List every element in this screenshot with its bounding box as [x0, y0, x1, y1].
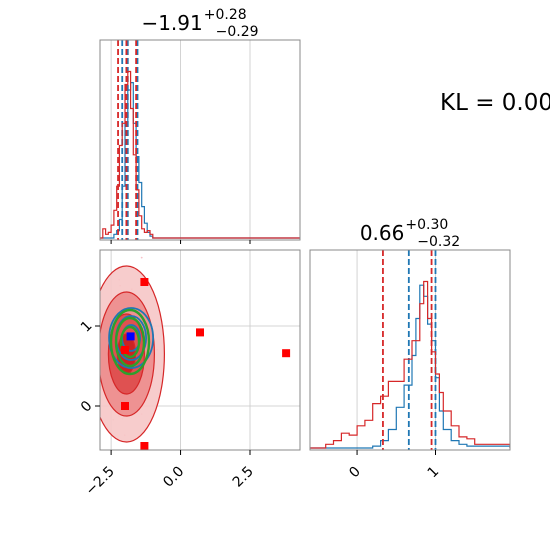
x-tick-label: 1 — [425, 464, 443, 482]
kl-annotation: KL = 0.00 — [440, 90, 550, 116]
bl-contours — [90, 256, 165, 491]
tl-title: −1.91+0.28 −0.29 — [141, 7, 258, 40]
bl-frame — [99, 249, 301, 451]
joint-panel: −2.5 0.0 2.5 0 1 — [78, 249, 301, 499]
y-tick-label: 0 — [78, 398, 96, 416]
x-tick-label: −2.5 — [83, 464, 118, 499]
square-marker — [140, 442, 149, 450]
br-frame — [309, 249, 511, 451]
br-series — [310, 250, 510, 450]
y-tick-label: 1 — [78, 318, 96, 336]
square-marker — [121, 402, 129, 410]
green-contour-2 — [119, 325, 141, 359]
tl-series — [100, 40, 300, 240]
br-title: 0.66+0.30 −0.32 — [360, 217, 460, 250]
x-tick-label: 0.0 — [160, 464, 187, 491]
green-contour-0 — [109, 308, 151, 376]
sample-point — [140, 256, 143, 259]
x-tick-label: 0 — [346, 464, 364, 482]
square-marker — [126, 332, 135, 341]
square-marker — [282, 349, 291, 358]
sample-point — [124, 489, 126, 491]
hist-step-1 — [310, 280, 510, 449]
bl-markers — [121, 278, 291, 450]
square-marker — [121, 346, 129, 354]
green-contour-1 — [114, 316, 146, 368]
marginal-panel-param1: −1.91+0.28 −0.29 — [99, 7, 301, 244]
tl-frame — [99, 39, 301, 241]
tl-gridlines — [110, 40, 251, 240]
hist-step-0 — [310, 284, 510, 449]
square-marker — [140, 278, 149, 286]
hist-step-1 — [100, 70, 300, 239]
blue-contour-0 — [108, 307, 155, 369]
x-tick-label: 2.5 — [230, 464, 257, 491]
square-marker — [196, 328, 204, 337]
sample-point — [90, 309, 92, 311]
